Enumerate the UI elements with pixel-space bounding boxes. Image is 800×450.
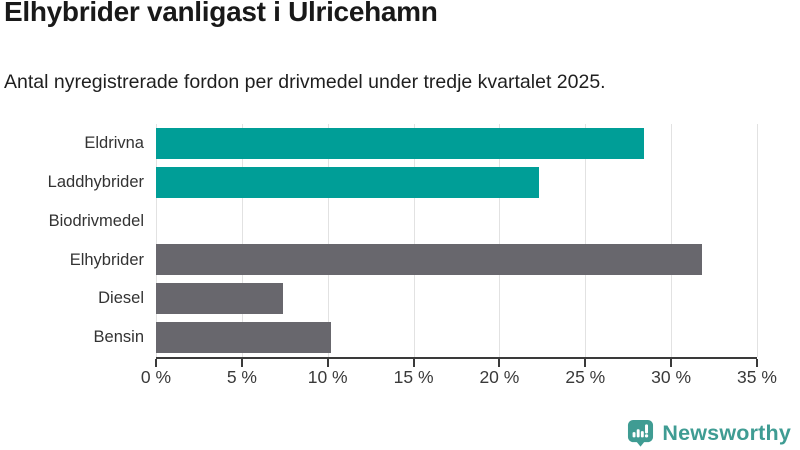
- bar-laddhybrider: [156, 166, 539, 198]
- axis-tick: [240, 359, 243, 367]
- axis-tick-label: 5 %: [226, 367, 257, 387]
- axis-tick-label: 20 %: [479, 367, 520, 387]
- category-label-biodrivmedel: Biodrivmedel: [48, 211, 144, 230]
- newsworthy-chart-bubble-icon: [628, 419, 654, 447]
- category-label-diesel: Diesel: [98, 289, 144, 308]
- bar-eldrivna: [156, 127, 644, 159]
- category-label-elhybrider: Elhybrider: [69, 250, 144, 269]
- bar-diesel: [156, 283, 284, 315]
- chart-title: Elhybrider vanligast i Ulricehamn: [4, 0, 438, 27]
- axis-tick-label: 10 %: [307, 367, 348, 387]
- category-label-bensin: Bensin: [93, 328, 144, 347]
- axis-tick-label: 0 %: [140, 367, 172, 387]
- gridline: [499, 124, 501, 357]
- chart-subtitle: Antal nyregistrerade fordon per drivmede…: [4, 71, 606, 93]
- newsworthy-wordmark: Newsworthy: [662, 420, 791, 445]
- bar-bensin: [156, 322, 332, 354]
- axis-tick: [756, 359, 758, 367]
- axis-tick: [155, 359, 157, 367]
- gridline: [671, 124, 673, 357]
- axis-tick: [498, 359, 501, 367]
- x-axis-labels: 0 % 5 % 10 % 15 % 20 % 25 % 30 % 35 %: [141, 367, 777, 389]
- gridline: [241, 124, 243, 357]
- bar-elhybrider: [156, 244, 703, 276]
- axis-tick: [412, 359, 415, 367]
- axis-tick-label: 30 %: [651, 367, 692, 387]
- gridline: [156, 124, 157, 357]
- gridline: [585, 124, 587, 357]
- category-axis: Eldrivna Laddhybrider Biodrivmedel Elhybrid…: [0, 124, 144, 357]
- gridline: [757, 124, 758, 357]
- plot-area: [156, 124, 758, 359]
- category-label-eldrivna: Eldrivna: [84, 134, 144, 152]
- gridline: [327, 124, 329, 357]
- axis-tick-label: 35 %: [737, 367, 777, 387]
- axis-tick-label: 15 %: [393, 367, 434, 387]
- axis-tick: [584, 359, 587, 367]
- axis-tick-label: 25 %: [565, 367, 606, 387]
- x-axis: [155, 359, 758, 367]
- category-label-laddhybrider: Laddhybrider: [47, 172, 144, 191]
- axis-tick: [670, 359, 673, 367]
- gridline: [413, 124, 415, 357]
- axis-tick: [326, 359, 329, 367]
- newsworthy-logo: Newsworthy: [627, 419, 791, 447]
